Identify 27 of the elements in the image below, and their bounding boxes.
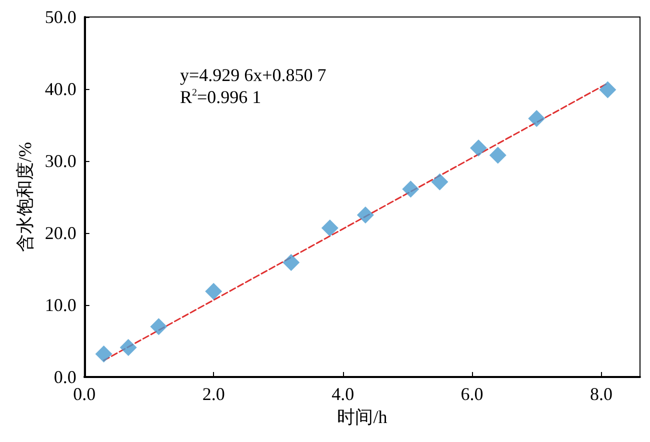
x-tick-label: 4.0 [332,384,354,404]
y-axis-title: 含水饱和度/% [15,142,35,252]
x-axis-title: 时间/h [337,406,388,427]
point [356,206,374,224]
point [321,219,338,236]
point [402,180,420,198]
point [120,338,137,356]
point [470,140,487,157]
annotation: y=4.929 6x+0.850 7 [180,65,326,85]
x-tick-label: 0.0 [73,384,96,404]
x-tick-label: 2.0 [202,384,225,404]
point [431,173,448,190]
point [150,318,168,336]
point [489,146,506,164]
point [95,345,112,362]
y-tick-label: 40.0 [44,79,76,99]
y-tick-label: 50.0 [44,7,76,27]
point [282,254,300,272]
x-tick-label: 6.0 [460,384,484,404]
point [205,282,222,300]
point [528,110,546,128]
y-tick-label: 10.0 [44,295,76,315]
y-tick-label: 0.0 [54,367,76,387]
x-tick-label: 8.0 [590,384,612,404]
point [599,81,616,98]
y-tick-label: 20.0 [44,223,76,243]
y-tick-label: 30.0 [44,151,76,171]
